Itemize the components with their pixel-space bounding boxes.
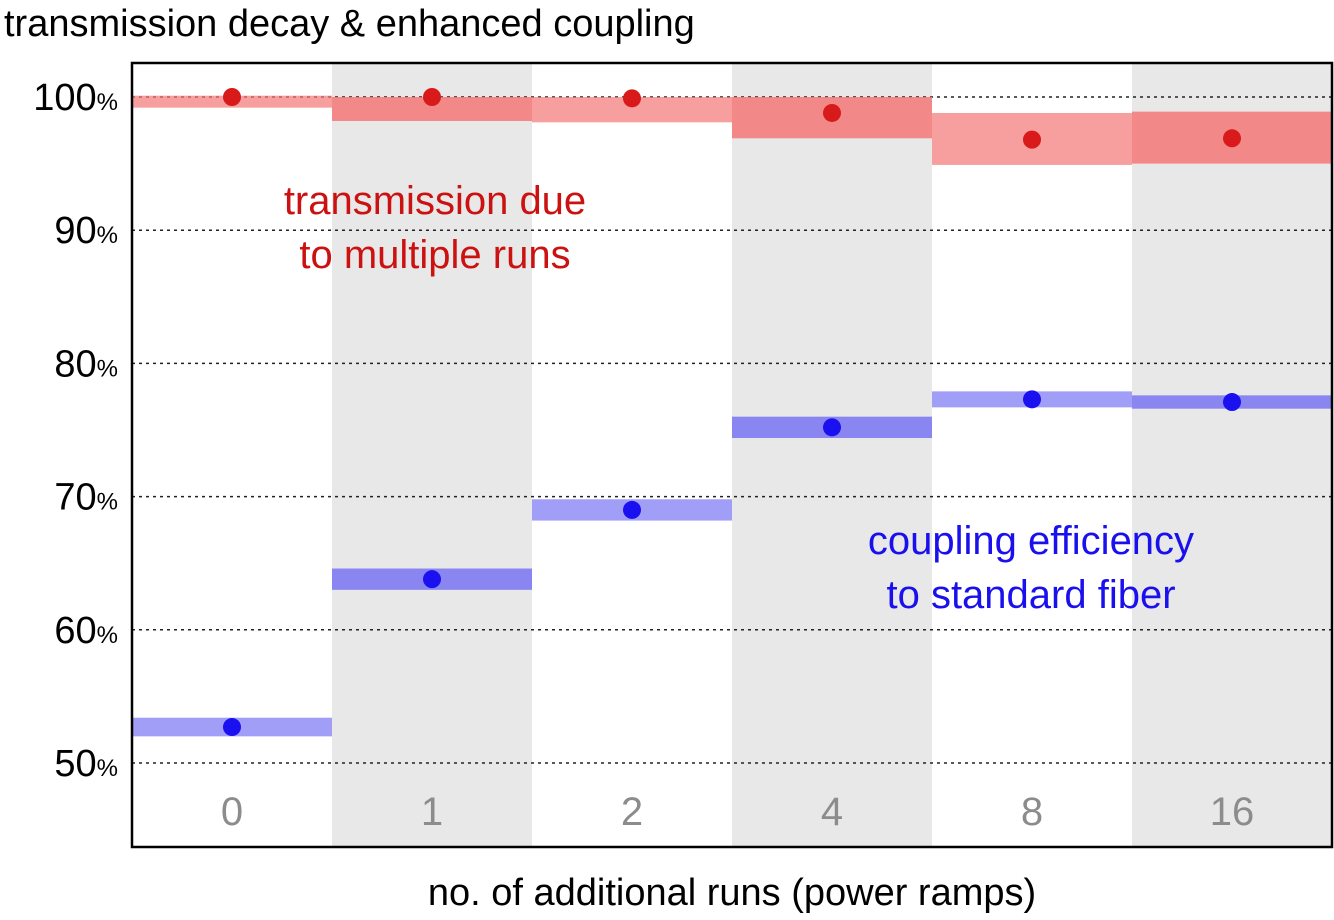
point-s1-2: [623, 500, 641, 519]
column-shade-4: [732, 63, 932, 847]
point-s0-4: [823, 103, 841, 122]
point-s1-4: [823, 418, 841, 437]
annotation-0-line-0: transmission due: [284, 179, 586, 223]
x-tick-label-0: 0: [221, 790, 243, 834]
point-s1-1: [423, 570, 441, 589]
y-tick-label-90: 90%: [54, 210, 118, 252]
annotation-1-line-1: to standard fiber: [886, 573, 1175, 617]
plot-frame: [130, 61, 1334, 849]
x-tick-label-2: 2: [621, 790, 643, 834]
band-s0-1: [332, 97, 532, 121]
y-tick-labels: 50% 60% 70% 80% 90% 100%: [33, 77, 118, 785]
annotation-0-line-1: to multiple runs: [299, 233, 570, 277]
y-tick-label-70: 70%: [54, 477, 118, 519]
x-axis-label: no. of additional runs (power ramps): [428, 872, 1036, 914]
x-tick-label-8: 8: [1021, 790, 1043, 834]
data-points: [223, 88, 1241, 737]
x-tick-labels: 0 1 2 4 8 16: [221, 790, 1254, 834]
column-shading: [332, 63, 1332, 847]
point-s1-8: [1023, 390, 1041, 409]
point-s0-0: [223, 88, 241, 106]
point-s0-2: [623, 89, 641, 108]
point-s1-0: [223, 718, 241, 737]
y-tick-label-60: 60%: [54, 610, 118, 652]
chart-title: transmission decay & enhanced coupling: [4, 3, 695, 45]
point-s0-16: [1223, 129, 1241, 148]
annotations: transmission due to multiple runs coupling…: [284, 179, 1194, 617]
y-tick-label-50: 50%: [54, 743, 118, 785]
y-tick-label-80: 80%: [54, 343, 118, 385]
column-shade-1: [332, 63, 532, 847]
point-s0-8: [1023, 130, 1041, 149]
point-s1-16: [1223, 393, 1241, 412]
column-shade-16: [1132, 63, 1332, 847]
x-tick-label-1: 1: [421, 790, 443, 834]
point-s0-1: [423, 88, 441, 106]
range-bands: [132, 95, 1332, 737]
y-tick-label-100: 100%: [33, 77, 118, 119]
x-tick-label-16: 16: [1210, 790, 1255, 834]
x-tick-label-4: 4: [821, 790, 843, 834]
annotation-1-line-0: coupling efficiency: [868, 519, 1194, 563]
